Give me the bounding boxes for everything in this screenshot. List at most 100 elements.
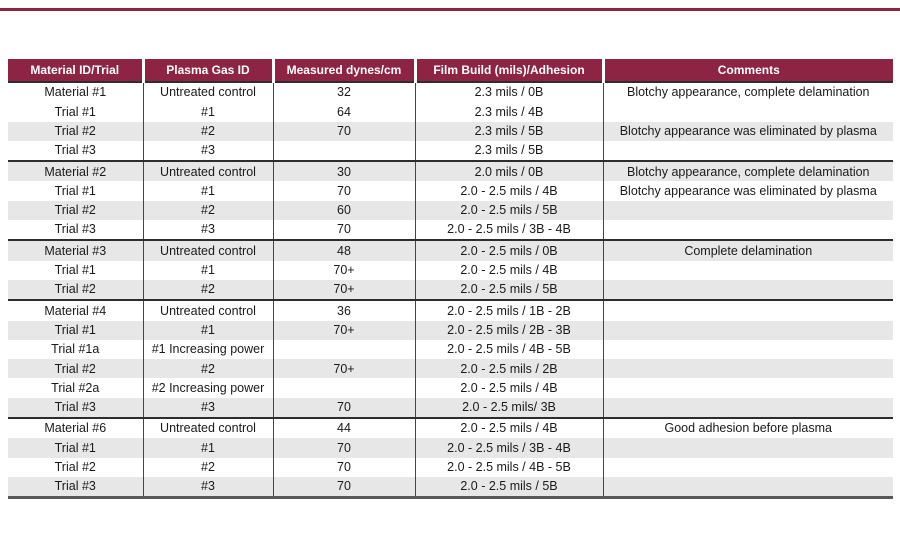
cell-measured-dynes: 70+ <box>272 359 415 379</box>
cell-material-id-trial: Trial #1 <box>8 438 143 458</box>
cell-film-build-adhesion: 2.3 mils / 5B <box>414 140 603 162</box>
table-row: Trial #1 #1 70 2.0 - 2.5 mils / 4B Blotchy a… <box>8 181 893 201</box>
cell-comments: Blotchy appearance, complete delaminatio… <box>602 82 893 103</box>
cell-comments <box>602 140 893 162</box>
table-row: Material #6 Untreated control 44 2.0 - 2.5 … <box>8 417 893 439</box>
cell-material-id-trial: Material #2 <box>8 160 143 182</box>
cell-comments <box>602 397 893 419</box>
cell-measured-dynes: 70 <box>272 438 415 458</box>
cell-material-id-trial: Trial #2 <box>54 460 96 475</box>
cell-measured-dynes: 60 <box>272 200 415 221</box>
cell-measured-dynes: 70 <box>272 181 415 201</box>
table-row: Material #1 Untreated control 32 2.3 mils /… <box>8 82 893 103</box>
cell-plasma-gas-id: Untreated control <box>142 160 273 182</box>
cell-film-build-adhesion: 2.0 - 2.5 mils / 2B <box>414 359 603 379</box>
cell-plasma-gas-id: #1 Increasing power <box>142 339 273 360</box>
table-body: Material #1 Untreated control 32 2.3 mils /… <box>8 82 893 498</box>
table-row: Trial #1 #1 70+ 2.0 - 2.5 mils / 4B <box>8 260 893 280</box>
cell-film-build-adhesion: 2.0 - 2.5 mils / 5B <box>414 476 603 498</box>
cell-comments <box>602 476 893 498</box>
cell-measured-dynes: 36 <box>272 299 415 321</box>
cell-material-id-trial: Trial #2 <box>8 121 143 141</box>
cell-comments <box>602 299 893 321</box>
cell-plasma-gas-id: #1 <box>142 438 273 458</box>
cell-comments <box>602 320 893 340</box>
column-header-material-id-trial: Material ID/Trial <box>8 59 143 83</box>
cell-comments <box>602 200 893 221</box>
cell-measured-dynes: 70 <box>272 220 415 241</box>
table-row: Material #3 Untreated control 48 2.0 - 2.5 … <box>8 239 893 261</box>
cell-material-id-trial: Trial #2 <box>8 200 143 221</box>
cell-material-id-trial: Trial #3 <box>54 143 96 158</box>
cell-measured-dynes <box>272 339 415 360</box>
cell-comments: Good adhesion before plasma <box>602 417 893 439</box>
cell-comments <box>602 102 893 122</box>
cell-material-id-trial: Material #6 <box>8 417 143 439</box>
cell-plasma-gas-id: #2 <box>142 279 273 301</box>
cell-film-build-adhesion: 2.0 - 2.5 mils / 3B - 4B <box>414 220 603 241</box>
results-table-container: Material ID/Trial Plasma Gas ID Measured… <box>8 59 893 500</box>
table-header: Material ID/Trial Plasma Gas ID Measured… <box>8 59 893 83</box>
cell-material-id-trial: Trial #1 <box>8 320 143 340</box>
cell-measured-dynes: 48 <box>272 239 415 261</box>
table-row: Trial #2a #2 Increasing power 2.0 - 2.5 mi… <box>8 378 893 398</box>
cell-comments <box>602 279 893 301</box>
cell-material-id-trial: Material #3 <box>8 239 143 261</box>
cell-comments <box>602 220 893 241</box>
cell-material-id-trial: Trial #1 <box>54 183 96 198</box>
cell-plasma-gas-id: #2 <box>142 457 273 477</box>
cell-film-build-adhesion: 2.0 - 2.5 mils / 4B <box>414 378 603 398</box>
cell-film-build-adhesion: 2.0 - 2.5 mils / 2B - 3B <box>414 320 603 340</box>
cell-measured-dynes: 70 <box>272 397 415 419</box>
cell-film-build-adhesion: 2.0 - 2.5 mils/ 3B <box>414 397 603 419</box>
table-row: Trial #2 #2 70+ 2.0 - 2.5 mils / 5B <box>8 279 893 301</box>
cell-plasma-gas-id: Untreated control <box>142 82 273 103</box>
table-row: Material #2 Untreated control 30 2.0 mils /… <box>8 160 893 182</box>
table-header-row: Material ID/Trial Plasma Gas ID Measured… <box>8 59 893 83</box>
cell-measured-dynes: 32 <box>272 82 415 103</box>
cell-material-id-trial: Trial #1a <box>51 342 100 357</box>
column-header-plasma-gas-id: Plasma Gas ID <box>141 59 273 83</box>
cell-film-build-adhesion: 2.0 mils / 0B <box>414 160 603 182</box>
cell-plasma-gas-id: #1 <box>142 102 273 122</box>
cell-film-build-adhesion: 2.0 - 2.5 mils / 4B - 5B <box>414 457 603 477</box>
table-row: Trial #2 #2 60 2.0 - 2.5 mils / 5B <box>8 200 893 221</box>
cell-material-id-trial: Trial #1 <box>54 104 96 119</box>
cell-plasma-gas-id: #1 <box>142 320 273 340</box>
table-row: Trial #2 #2 70 2.3 mils / 5B Blotchy appeara… <box>8 121 893 141</box>
table-row: Material #4 Untreated control 36 2.0 - 2.5 … <box>8 299 893 321</box>
cell-film-build-adhesion: 2.0 - 2.5 mils / 4B <box>414 260 603 280</box>
cell-plasma-gas-id: #2 <box>142 359 273 379</box>
cell-measured-dynes: 70+ <box>272 260 415 280</box>
cell-plasma-gas-id: Untreated control <box>142 299 273 321</box>
top-rule-divider <box>0 8 900 11</box>
cell-material-id-trial: Material #4 <box>8 299 143 321</box>
cell-measured-dynes: 70 <box>272 121 415 141</box>
cell-plasma-gas-id: #3 <box>142 220 273 241</box>
cell-comments: Blotchy appearance was eliminated by pla… <box>602 121 893 141</box>
table-row: Trial #2 #2 70 2.0 - 2.5 mils / 4B - 5B <box>8 457 893 477</box>
cell-comments: Blotchy appearance, complete delaminatio… <box>602 160 893 182</box>
cell-material-id-trial: Trial #3 <box>8 397 143 419</box>
cell-plasma-gas-id: #2 <box>142 200 273 221</box>
table-row: Trial #2 #2 70+ 2.0 - 2.5 mils / 2B <box>8 359 893 379</box>
table-row: Trial #3 #3 70 2.0 - 2.5 mils / 5B <box>8 476 893 498</box>
cell-measured-dynes: 44 <box>272 417 415 439</box>
cell-material-id-trial: Trial #3 <box>8 476 143 498</box>
plasma-treatment-results-table: Material ID/Trial Plasma Gas ID Measured… <box>8 59 893 500</box>
cell-material-id-trial: Trial #1 <box>54 263 96 278</box>
cell-measured-dynes <box>272 140 415 162</box>
cell-measured-dynes: 64 <box>272 102 415 122</box>
cell-film-build-adhesion: 2.0 - 2.5 mils / 4B - 5B <box>414 339 603 360</box>
column-header-film-build-adhesion: Film Build (mils)/Adhesion <box>413 59 603 83</box>
cell-plasma-gas-id: #1 <box>142 181 273 201</box>
table-row: Trial #3 #3 2.3 mils / 5B <box>8 140 893 162</box>
cell-film-build-adhesion: 2.3 mils / 0B <box>414 82 603 103</box>
cell-comments <box>602 339 893 360</box>
cell-comments <box>602 359 893 379</box>
cell-measured-dynes: 70 <box>272 457 415 477</box>
table-row: Trial #1 #1 70 2.0 - 2.5 mils / 3B - 4B <box>8 438 893 458</box>
cell-plasma-gas-id: #2 Increasing power <box>142 378 273 398</box>
cell-film-build-adhesion: 2.0 - 2.5 mils / 3B - 4B <box>414 438 603 458</box>
cell-film-build-adhesion: 2.0 - 2.5 mils / 4B <box>414 181 603 201</box>
